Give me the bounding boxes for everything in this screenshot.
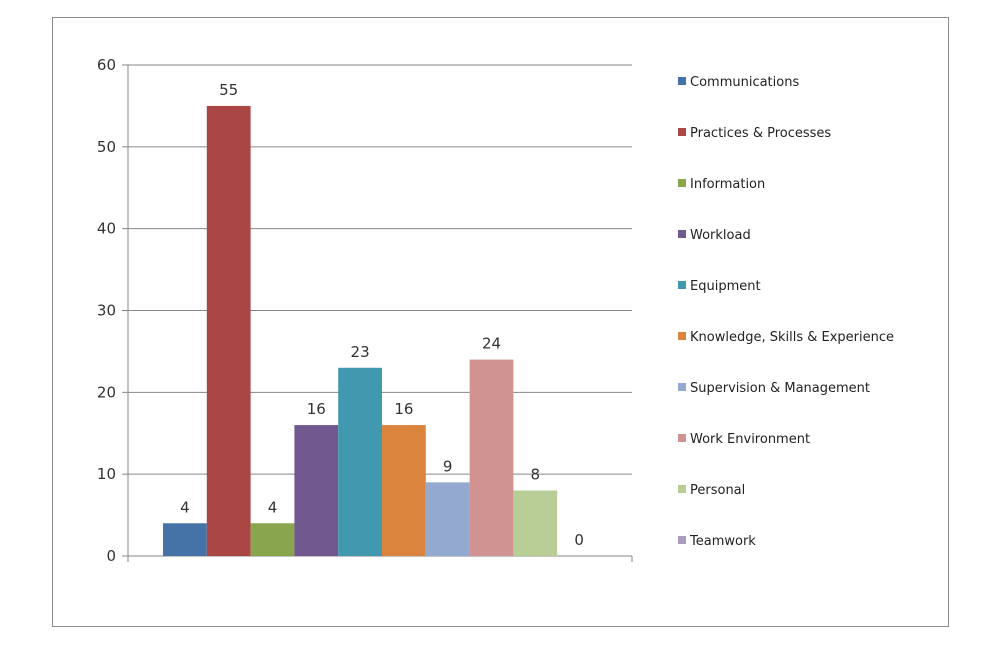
legend-entry: Workload [690, 228, 751, 243]
legend-swatch [678, 332, 686, 340]
bar-personal [513, 490, 558, 556]
bars [163, 105, 558, 557]
data-label: 16 [394, 400, 413, 418]
data-label: 4 [268, 498, 278, 516]
y-tick-label: 60 [97, 56, 116, 74]
bar-practices-processes [206, 105, 251, 557]
y-tick-label: 10 [97, 465, 116, 483]
data-label: 55 [219, 81, 238, 99]
bar-knowledge-skills-experience [382, 425, 426, 556]
legend-swatch [678, 536, 686, 544]
data-label: 0 [574, 531, 584, 549]
y-tick-label: 20 [97, 383, 116, 401]
data-label: 24 [482, 335, 501, 353]
legend-entry: Personal [690, 483, 745, 498]
data-labels: 4 55 4 16 23 16 9 24 8 0 [180, 81, 584, 549]
legend-swatch [678, 179, 686, 187]
bar-workload [294, 425, 339, 556]
y-tick-label: 40 [97, 220, 116, 238]
legend-entry: Communications [690, 75, 799, 90]
data-label: 23 [351, 343, 370, 361]
data-label: 4 [180, 498, 190, 516]
legend-swatch [678, 383, 686, 391]
y-tick-label: 0 [106, 547, 116, 565]
legend-entry: Practices & Processes [690, 126, 831, 141]
legend-swatch [678, 485, 686, 493]
bar-equipment [338, 367, 382, 556]
data-label: 9 [443, 457, 453, 475]
legend-entry: Supervision & Management [690, 381, 870, 396]
data-label: 16 [307, 400, 326, 418]
legend: Communications Practices & Processes Infor… [678, 75, 894, 549]
legend-entry: Information [690, 177, 765, 192]
legend-swatch [678, 230, 686, 238]
legend-swatch [678, 128, 686, 136]
y-tick-label: 30 [97, 302, 116, 320]
bar-information [250, 523, 295, 556]
legend-swatch [678, 77, 686, 85]
legend-entry: Work Environment [690, 432, 810, 447]
legend-swatch [678, 434, 686, 442]
legend-entry: Equipment [690, 279, 761, 294]
bar-supervision-management [425, 482, 470, 556]
y-tick-label: 50 [97, 138, 116, 156]
bar-work-environment [469, 359, 514, 556]
legend-swatch [678, 281, 686, 289]
data-label: 8 [531, 466, 541, 484]
legend-entry: Teamwork [689, 534, 756, 549]
bar-communications [163, 523, 207, 556]
legend-entry: Knowledge, Skills & Experience [690, 330, 894, 345]
